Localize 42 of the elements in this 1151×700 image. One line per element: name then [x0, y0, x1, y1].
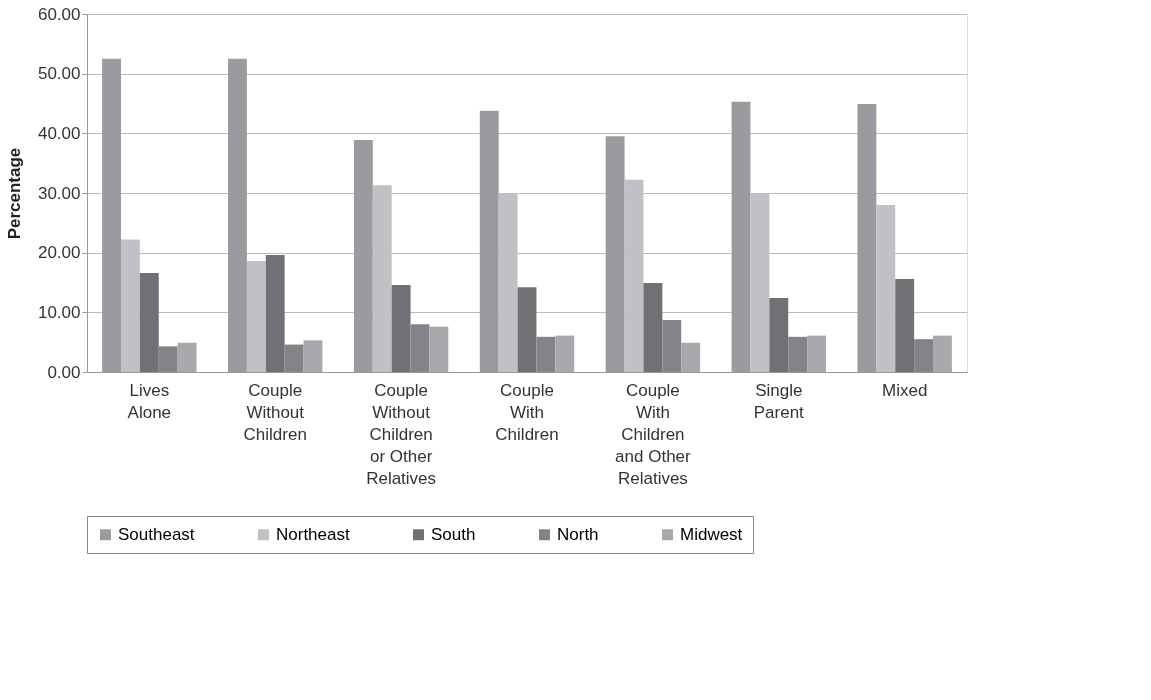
x-tick-label: Single Parent — [753, 380, 805, 422]
bar — [555, 335, 575, 372]
y-tick-label: 20.00 — [37, 243, 81, 263]
x-tick-label: Couple Without Children — [243, 380, 307, 444]
y-tick-label: 40.00 — [37, 123, 81, 143]
bar — [933, 335, 952, 372]
legend-label: Northeast — [276, 524, 350, 544]
legend-label: Southeast — [118, 524, 195, 544]
x-tick-label: Lives Alone — [127, 380, 172, 422]
y-tick-label: 50.00 — [37, 64, 81, 84]
legend-label: South — [431, 524, 476, 544]
y-axis-title: Percentage — [4, 147, 24, 240]
x-tick-label: Mixed — [882, 380, 928, 400]
bar — [807, 335, 826, 372]
bar — [410, 324, 430, 372]
bar — [914, 339, 934, 372]
bar — [536, 336, 556, 372]
legend-label: North — [557, 524, 599, 544]
bar — [788, 336, 808, 372]
bar — [139, 272, 159, 372]
x-tick-label: Couple With Children — [495, 380, 559, 444]
bar — [517, 287, 537, 372]
y-tick-label: 30.00 — [37, 183, 81, 203]
y-tick-label: 10.00 — [37, 302, 81, 322]
bar — [769, 298, 789, 372]
bar — [158, 346, 178, 372]
bar — [643, 283, 663, 372]
bar — [303, 340, 323, 372]
bar — [895, 278, 915, 372]
bar — [391, 284, 411, 372]
y-tick-label: 0.00 — [47, 362, 81, 382]
bar — [681, 342, 701, 372]
legend-label: Midwest — [680, 524, 743, 544]
bar — [284, 344, 304, 372]
x-tick-label: Couple Without Children or Other Relatives — [366, 380, 437, 488]
bar — [265, 255, 285, 372]
bar — [246, 261, 266, 372]
y-tick-label: 60.00 — [37, 4, 81, 24]
bar — [177, 342, 197, 372]
x-tick-label: Couple With Children and Other Relatives — [615, 380, 692, 488]
bar — [429, 326, 449, 372]
bar — [662, 320, 682, 372]
